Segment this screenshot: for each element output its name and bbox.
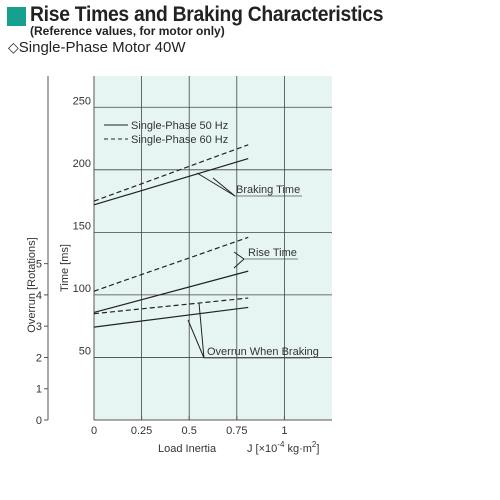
legend: Single-Phase 50 Hz Single-Phase 60 Hz [104, 120, 228, 146]
axis-labels: Load Inertia J [×10-4 kg·m2] Overrun [Ro… [26, 237, 319, 455]
page-title: Rise Times and Braking Characteristics [30, 3, 384, 26]
time-tick-label: 250 [73, 95, 91, 107]
x-unit-sq: 2 [312, 440, 317, 449]
diamond-icon: ◇ [8, 39, 19, 55]
x-unit-exp: -4 [277, 440, 285, 449]
x-tick-label: 0 [91, 425, 97, 437]
series-overrun_braking-dashed [93, 297, 249, 315]
overrun-tick-label: 1 [36, 384, 42, 396]
series-braking_time-dashed [93, 144, 249, 202]
braking-time-leader-a [196, 172, 236, 197]
reference-note: (Reference values, for motor only) [30, 24, 225, 38]
overrun-label: Overrun When Braking [207, 346, 319, 358]
x-axis-unit: J [×10-4 kg·m2] [247, 440, 319, 455]
series-braking_time-solid [93, 157, 249, 206]
rise-time-leader-b [233, 258, 245, 269]
time-tick-label: 200 [73, 158, 91, 170]
overrun-leader-b [198, 302, 205, 359]
legend-label-60hz: Single-Phase 60 Hz [131, 134, 228, 146]
series-overrun_braking-solid [93, 306, 249, 328]
x-tick-label: 0.75 [226, 425, 247, 437]
time-tick-label: 150 [73, 220, 91, 232]
x-unit-close: ] [316, 443, 319, 455]
rise-time-leader-a [233, 251, 245, 260]
x-tick-label: 1 [281, 425, 287, 437]
time-axis-label: Time [ms] [59, 244, 71, 292]
annotations: Braking Time Rise Time Overrun When Brak… [187, 172, 319, 359]
series-rise_time-dashed [93, 236, 249, 292]
time-tick-label: 50 [79, 345, 91, 357]
time-tick-label: 100 [73, 283, 91, 295]
subtitle-text: Single-Phase Motor 40W [18, 39, 186, 56]
x-tick-label: 0.25 [131, 425, 152, 437]
series-lines [93, 144, 249, 328]
chart-subtitle: ◇Single-Phase Motor 40W [8, 39, 186, 56]
header-accent-square [7, 7, 26, 26]
time-ticks: 50 100 150 200 250 [73, 95, 91, 357]
x-unit-a: J [×10 [247, 443, 277, 455]
grid-lines [94, 76, 332, 420]
braking-time-leader-b [212, 177, 236, 197]
legend-label-50hz: Single-Phase 50 Hz [131, 120, 228, 132]
overrun-tick-label: 4 [36, 290, 42, 302]
axes [47, 76, 332, 421]
overrun-leader-a [187, 319, 205, 359]
x-axis-label: Load Inertia [158, 443, 217, 455]
overrun-tick-label: 3 [36, 321, 42, 333]
x-tick-label: 0.5 [182, 425, 197, 437]
overrun-tick-label: 5 [36, 259, 42, 271]
overrun-ticks: 0 1 2 3 4 5 [36, 259, 48, 427]
rise-time-label: Rise Time [248, 247, 297, 259]
series-rise_time-solid [93, 270, 249, 314]
x-unit-b: kg·m [284, 443, 312, 455]
overrun-tick-label: 0 [36, 415, 42, 427]
overrun-tick-label: 2 [36, 352, 42, 364]
overrun-axis-label: Overrun [Rotations] [26, 237, 38, 332]
plot-background [94, 76, 332, 420]
x-ticks: 0 0.25 0.5 0.75 1 [91, 416, 287, 437]
braking-time-label: Braking Time [236, 184, 300, 196]
